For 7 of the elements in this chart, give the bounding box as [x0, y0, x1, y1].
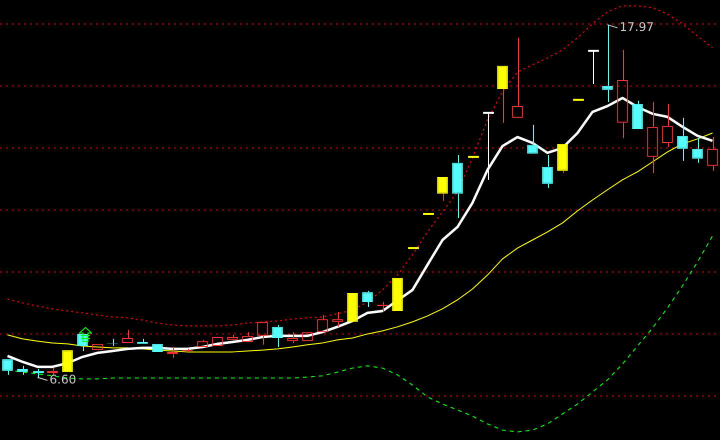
- candlestick: [452, 154, 463, 218]
- candlestick: [632, 100, 643, 129]
- candlestick: [17, 365, 28, 376]
- candlestick: [602, 24, 613, 103]
- candlestick: [497, 66, 508, 124]
- annotation: 6.60: [50, 372, 76, 386]
- annotation: 17.97: [620, 20, 654, 34]
